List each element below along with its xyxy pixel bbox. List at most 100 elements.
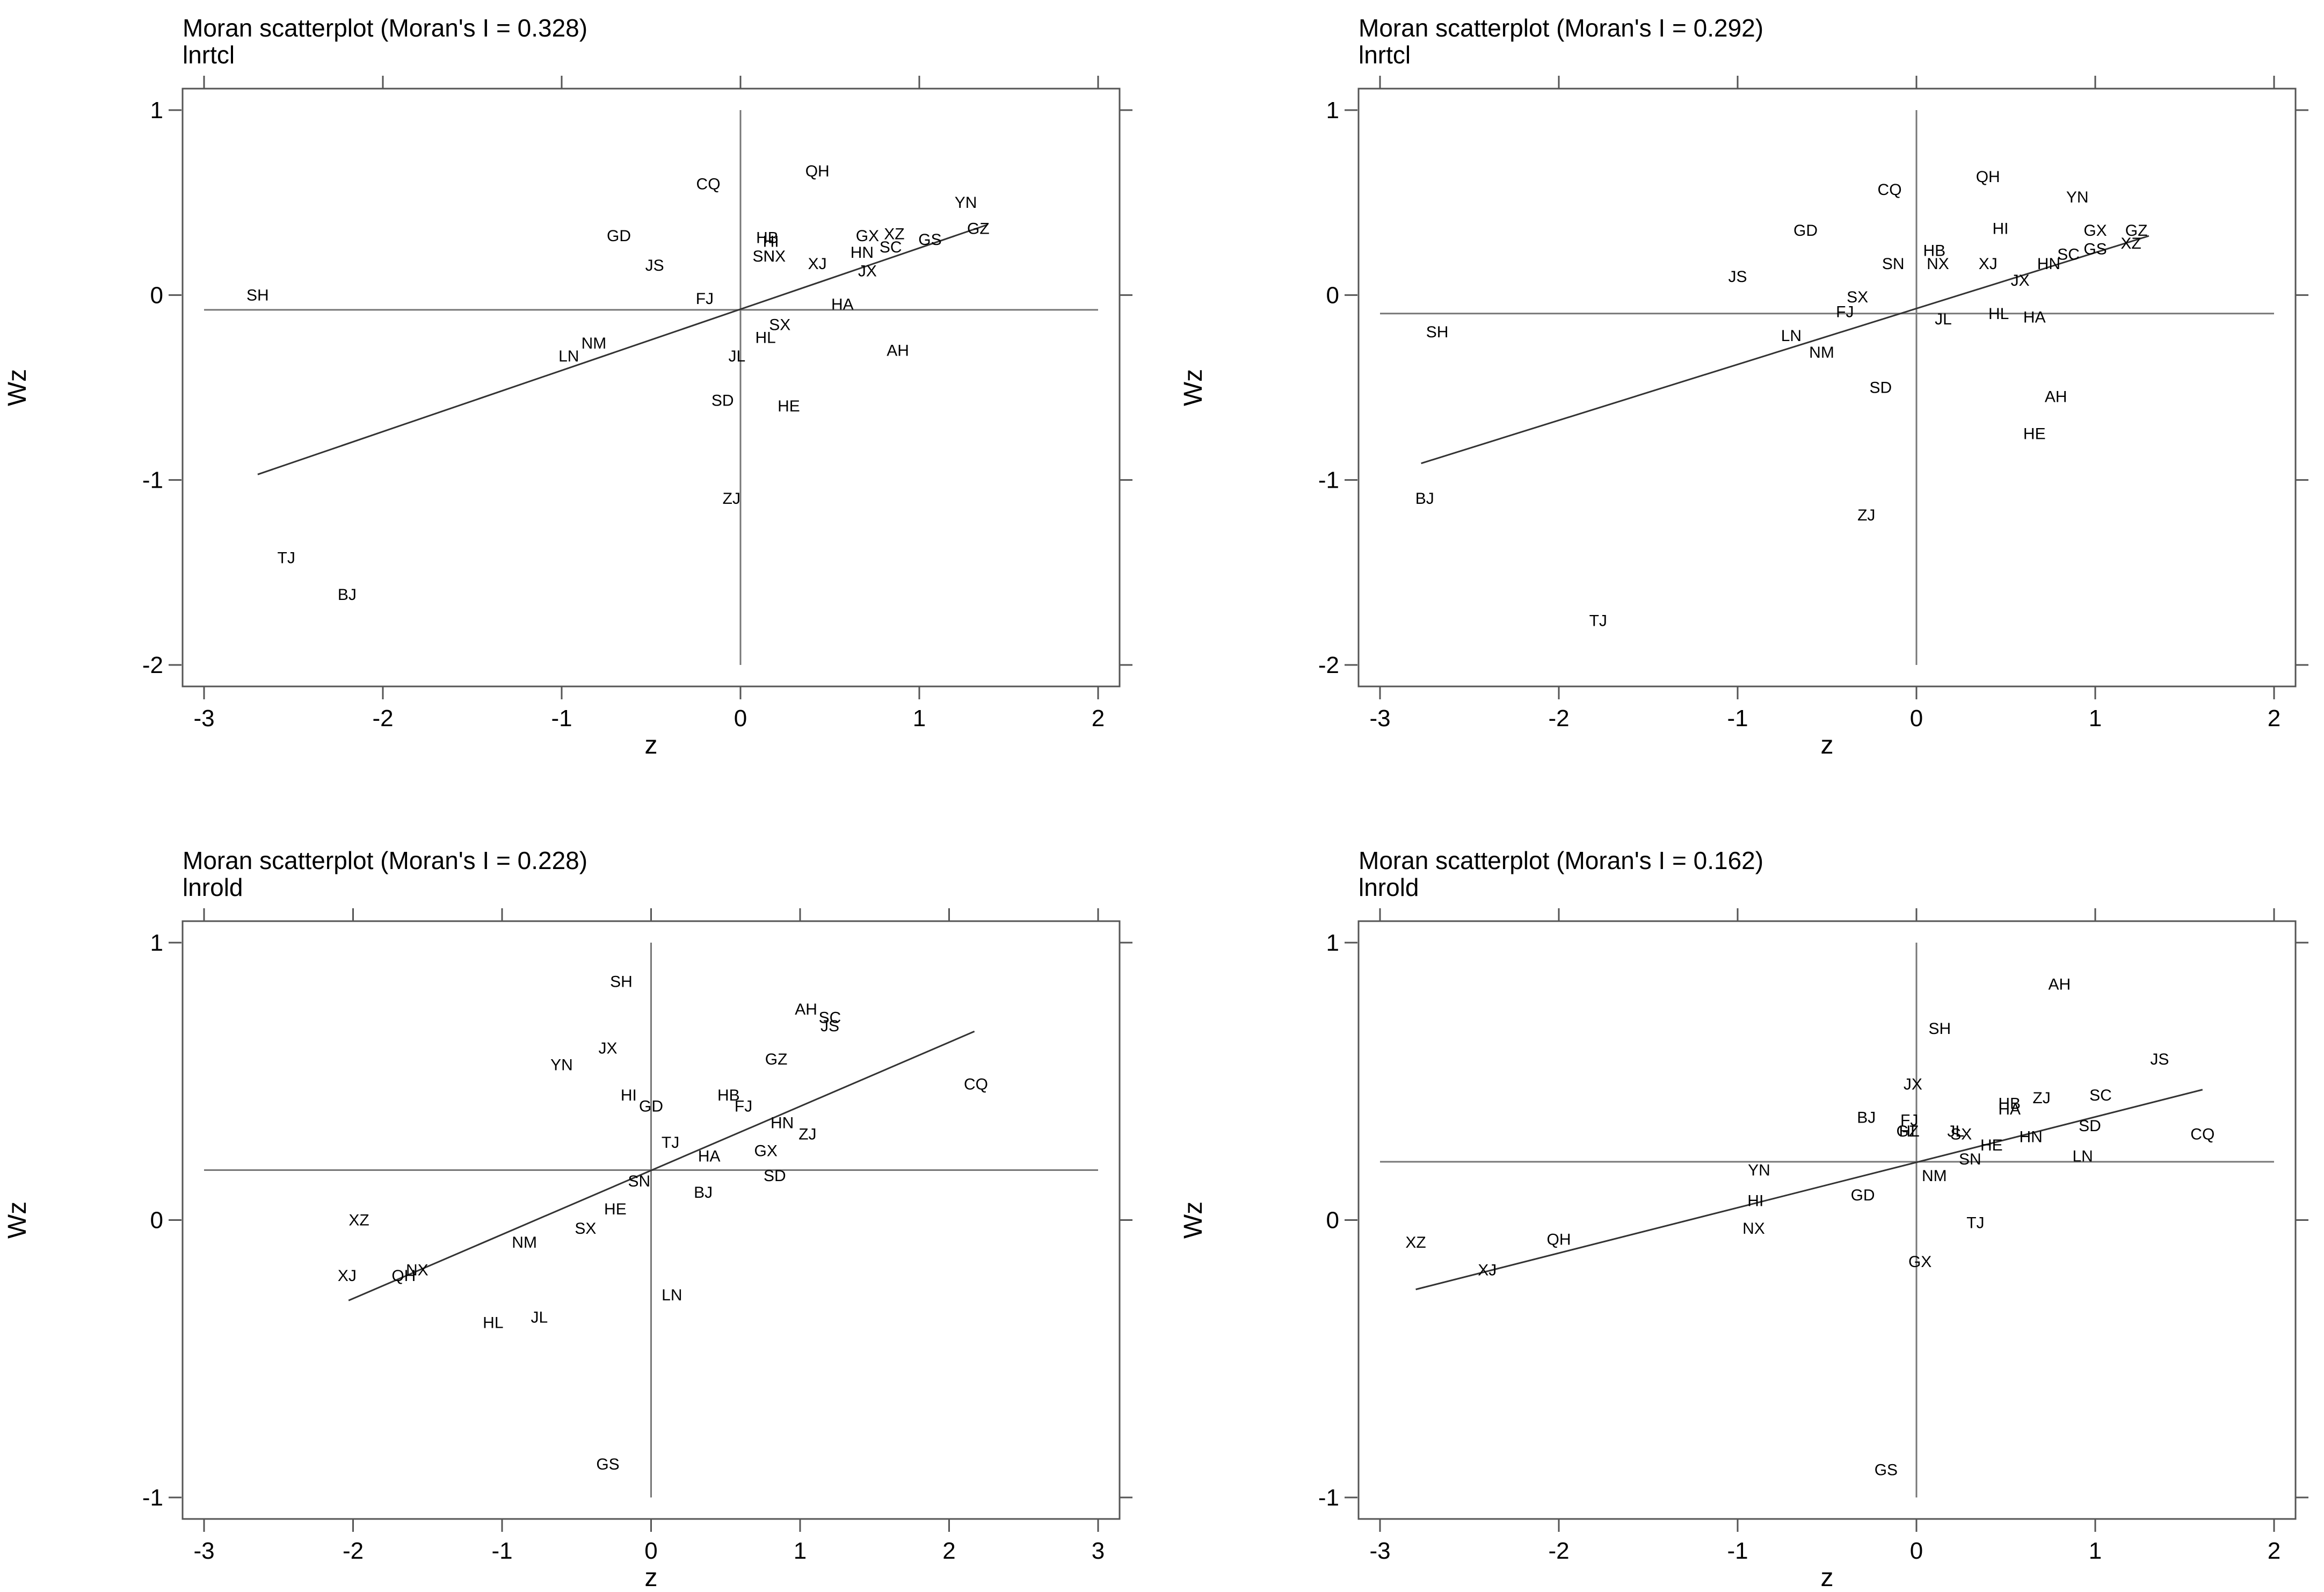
point-label-sd: SD [711, 392, 734, 410]
point-label-gx: GX [1908, 1253, 1931, 1271]
point-label-sn: SN [1959, 1150, 1981, 1168]
y-axis-title: Wz [3, 1202, 32, 1239]
x-tick-label: -2 [1548, 1538, 1569, 1564]
point-label-jl: JL [1947, 1123, 1964, 1140]
point-label-fj: FJ [696, 290, 714, 308]
point-label-js: JS [645, 257, 664, 274]
y-tick-label: 1 [1326, 930, 1339, 956]
x-tick-label: -3 [1369, 1538, 1390, 1564]
y-tick-label: -1 [1318, 467, 1339, 494]
point-label-cq: CQ [964, 1075, 988, 1093]
fit-line [257, 224, 988, 475]
point-label-nm: NM [1809, 344, 1834, 361]
fit-line [348, 1030, 975, 1301]
point-label-he: HE [778, 397, 800, 415]
point-label-xj: XJ [808, 255, 827, 273]
point-label-sc: SC [2057, 246, 2080, 264]
point-label-nx: NX [1927, 255, 1949, 273]
point-label-sd: SD [764, 1167, 786, 1185]
moran-scatterplot-4: Moran scatterplot (Moran's I = 0.162) lnr… [1176, 833, 2324, 1592]
point-label-gs: GS [1875, 1461, 1898, 1479]
point-label-ah: AH [795, 1001, 817, 1018]
y-axis-title: Wz [1179, 1202, 1208, 1239]
point-label-xj: XJ [338, 1267, 357, 1285]
x-tick-label: -2 [372, 705, 393, 732]
point-label-cq: CQ [2190, 1125, 2214, 1143]
y-tick-label: -1 [142, 1485, 163, 1511]
point-label-nx: NX [763, 248, 786, 265]
x-tick-label: 1 [913, 705, 926, 732]
point-label-xz: XZ [2120, 235, 2141, 252]
chart-title: Moran scatterplot (Moran's I = 0.292) [1359, 14, 1763, 42]
point-label-bj: BJ [1857, 1109, 1876, 1126]
point-label-qh: QH [1976, 168, 2000, 186]
plot-frame [1357, 88, 2297, 688]
point-label-js: JS [2150, 1051, 2169, 1068]
point-label-gz: GZ [2125, 222, 2148, 240]
point-label-sc: SC [880, 238, 902, 256]
point-label-qh: QH [1547, 1231, 1571, 1249]
point-label-zj: ZJ [1857, 506, 1875, 524]
point-label-tj: TJ [1966, 1214, 1984, 1232]
point-label-sx: SX [1847, 288, 1868, 306]
y-axis-title: Wz [1179, 369, 1208, 406]
x-tick-label: 2 [2268, 705, 2281, 732]
x-tick-label: -3 [193, 1538, 214, 1564]
point-label-ln: LN [1781, 327, 1802, 345]
point-label-jl: JL [1935, 310, 1952, 328]
point-label-sh: SH [246, 286, 269, 304]
point-label-gs: GS [2083, 240, 2107, 258]
x-tick-label: 3 [1092, 1538, 1105, 1564]
point-label-cq: CQ [1878, 181, 1902, 199]
point-label-xj: XJ [1979, 255, 1998, 273]
point-label-sd: SD [1870, 379, 1892, 397]
x-tick-label: 1 [794, 1538, 807, 1564]
x-tick-label: 0 [1910, 1538, 1923, 1564]
moran-scatterplot-3: Moran scatterplot (Moran's I = 0.228) lnr… [0, 833, 1148, 1592]
point-label-xz: XZ [1405, 1234, 1426, 1251]
point-label-nx: NX [1742, 1220, 1765, 1238]
point-label-ha: HA [2023, 309, 2046, 327]
x-tick-label: 0 [644, 1538, 657, 1564]
y-tick-label: -1 [1318, 1485, 1339, 1511]
y-tick-label: -2 [142, 652, 163, 678]
x-tick-label: -1 [1727, 705, 1748, 732]
point-label-zj: ZJ [798, 1125, 816, 1143]
point-label-hi: HI [1993, 220, 2009, 237]
point-label-hn: HN [2019, 1128, 2042, 1146]
y-tick-label: 1 [1326, 97, 1339, 124]
point-label-xz: XZ [348, 1212, 369, 1229]
point-label-yn: YN [550, 1056, 573, 1074]
point-label-gz: GZ [765, 1051, 788, 1068]
x-tick-label: 1 [2089, 705, 2102, 732]
point-label-gd: GD [1793, 222, 1818, 240]
point-label-hi: HI [763, 233, 779, 250]
point-label-gs: GS [596, 1456, 619, 1473]
point-label-cq: CQ [696, 176, 721, 193]
point-label-gd: GD [1851, 1186, 1875, 1204]
x-axis-title: z [1821, 731, 1834, 759]
point-label-hb: HB [717, 1087, 740, 1104]
point-label-sn: SN [628, 1173, 650, 1190]
point-label-tj: TJ [662, 1134, 679, 1152]
fit-line [1415, 1089, 2203, 1291]
x-tick-label: -1 [1727, 1538, 1748, 1564]
point-label-sd: SD [2079, 1117, 2101, 1135]
chart-title: Moran scatterplot (Moran's I = 0.162) [1359, 846, 1763, 874]
x-axis-title: z [645, 1564, 658, 1592]
point-label-he: HE [1980, 1137, 2003, 1154]
point-label-xz: XZ [884, 226, 904, 243]
x-axis-title: z [645, 731, 658, 759]
point-label-fj: FJ [1836, 303, 1854, 321]
point-label-qh: QH [391, 1267, 416, 1285]
chart-subtitle: lnrold [183, 873, 243, 901]
point-label-sx: SX [769, 316, 790, 334]
point-label-hn: HN [771, 1115, 794, 1132]
point-label-ha: HA [831, 296, 854, 314]
point-label-tj: TJ [1589, 612, 1607, 629]
point-label-sh: SH [1928, 1020, 1951, 1038]
point-label-ah: AH [2049, 975, 2071, 993]
point-label-jx: JX [1904, 1075, 1922, 1093]
point-label-bj: BJ [1415, 490, 1434, 508]
x-tick-label: 0 [734, 705, 747, 732]
